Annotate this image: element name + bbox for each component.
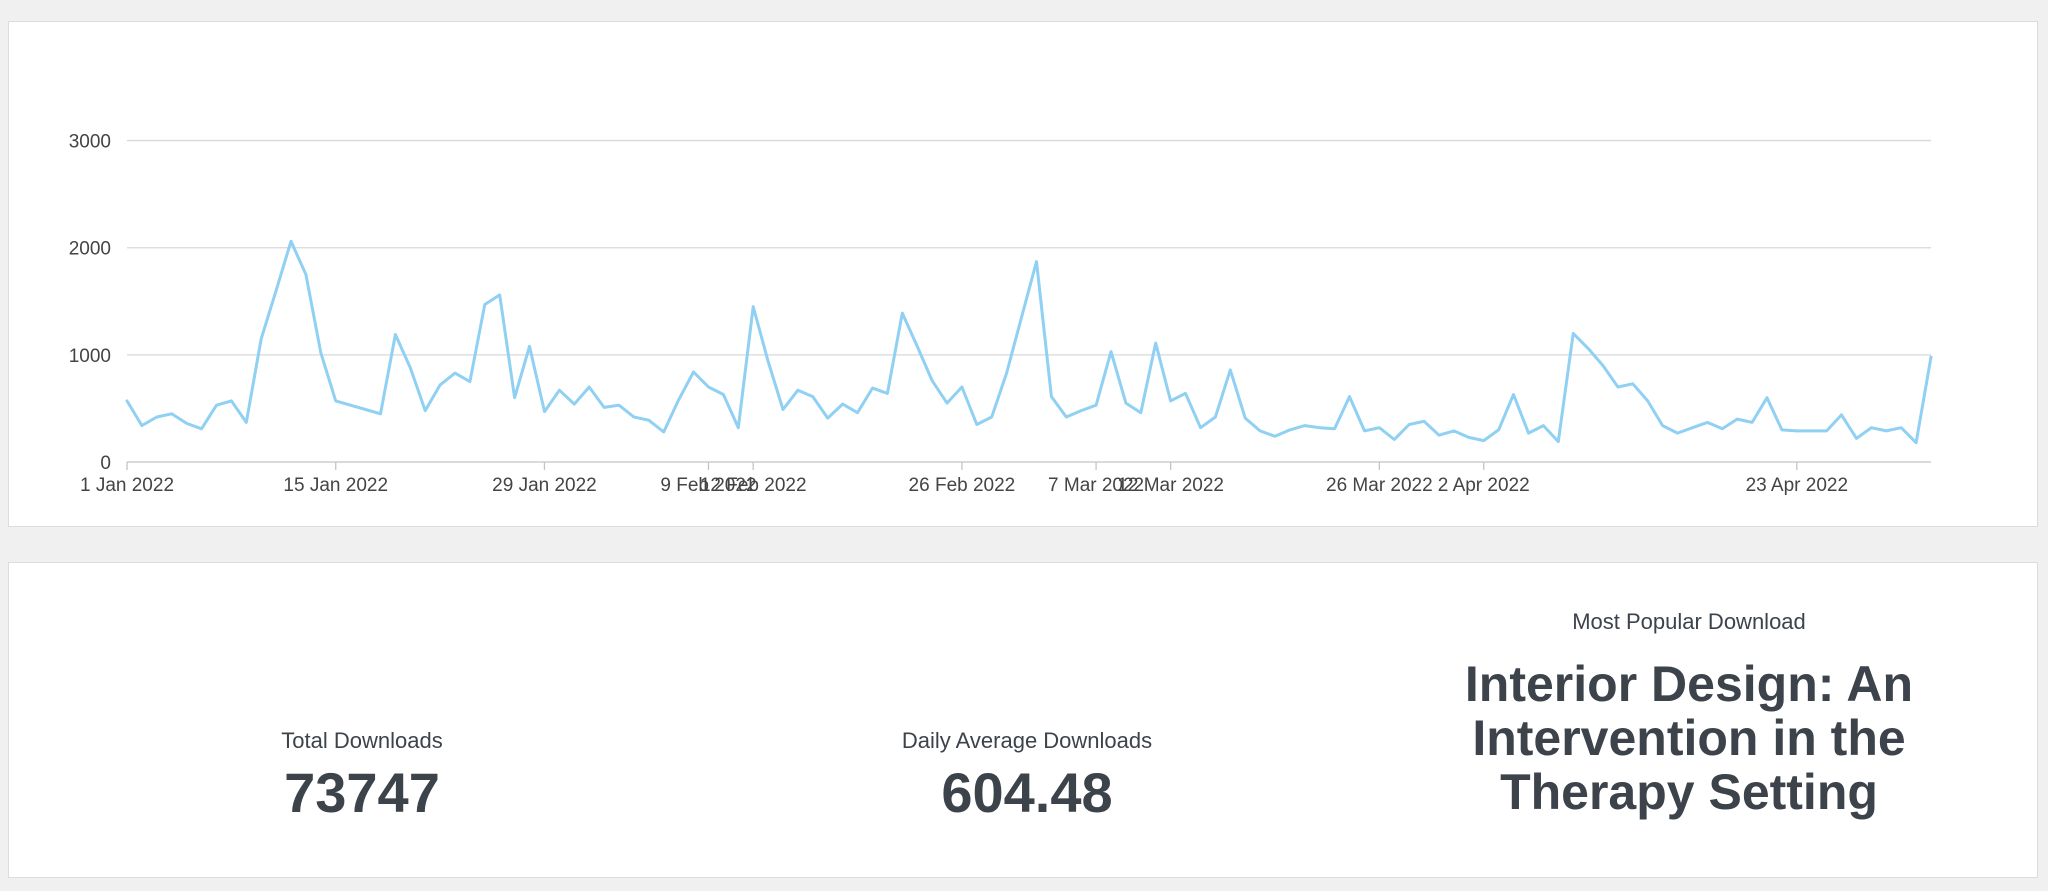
most-popular-stat: Most Popular Download Interior Design: A… bbox=[1389, 609, 1989, 819]
y-tick-label-1000: 1000 bbox=[69, 346, 111, 367]
y-tick-label-2000: 2000 bbox=[69, 239, 111, 260]
daily-average-value: 604.48 bbox=[941, 761, 1113, 824]
grid-lines bbox=[127, 139, 1931, 463]
most-popular-title: Interior Design: An Intervention in the … bbox=[1464, 656, 1914, 820]
y-axis-tick-labels: 0 1000 2000 3000 bbox=[69, 132, 111, 474]
x-tick-label: 26 Feb 2022 bbox=[909, 475, 1016, 496]
x-tick-label: 7 Mar 2022 bbox=[1048, 475, 1144, 496]
x-tick-label: 1 Jan 2022 bbox=[80, 475, 174, 496]
x-axis: 1 Jan 2022 15 Jan 2022 29 Jan 2022 9 Feb 20… bbox=[80, 462, 1848, 496]
total-downloads-value: 73747 bbox=[284, 761, 440, 824]
downloads-chart-panel: 0 1000 2000 3000 1 Jan 2022 15 Jan 2022 29 Ja… bbox=[8, 21, 2038, 527]
x-tick-label: 2 Apr 2022 bbox=[1438, 475, 1530, 496]
total-downloads-stat: Total Downloads 73747 bbox=[162, 728, 562, 824]
stats-panel: Total Downloads 73747 Daily Average Down… bbox=[8, 562, 2038, 878]
x-tick-label: 23 Apr 2022 bbox=[1746, 475, 1848, 496]
most-popular-label: Most Popular Download bbox=[1572, 609, 1806, 634]
x-tick-label: 12 Mar 2022 bbox=[1117, 475, 1224, 496]
daily-average-label: Daily Average Downloads bbox=[901, 728, 1153, 753]
downloads-line-chart: 0 1000 2000 3000 1 Jan 2022 15 Jan 2022 29 Ja… bbox=[69, 132, 1933, 496]
series-layer bbox=[125, 239, 1933, 445]
x-tick-label: 15 Jan 2022 bbox=[283, 475, 388, 496]
x-tick-label: 26 Mar 2022 bbox=[1326, 475, 1433, 496]
downloads-series-line bbox=[125, 239, 1933, 445]
x-tick-label: 9 Feb 2022 bbox=[660, 475, 756, 496]
y-tick-label-3000: 3000 bbox=[69, 132, 111, 153]
x-tick-label: 29 Jan 2022 bbox=[492, 475, 597, 496]
total-downloads-label: Total Downloads bbox=[281, 728, 443, 753]
daily-average-stat: Daily Average Downloads 604.48 bbox=[827, 728, 1227, 824]
y-tick-label-0: 0 bbox=[100, 453, 111, 474]
x-tick-label: 12 Feb 2022 bbox=[700, 475, 807, 496]
